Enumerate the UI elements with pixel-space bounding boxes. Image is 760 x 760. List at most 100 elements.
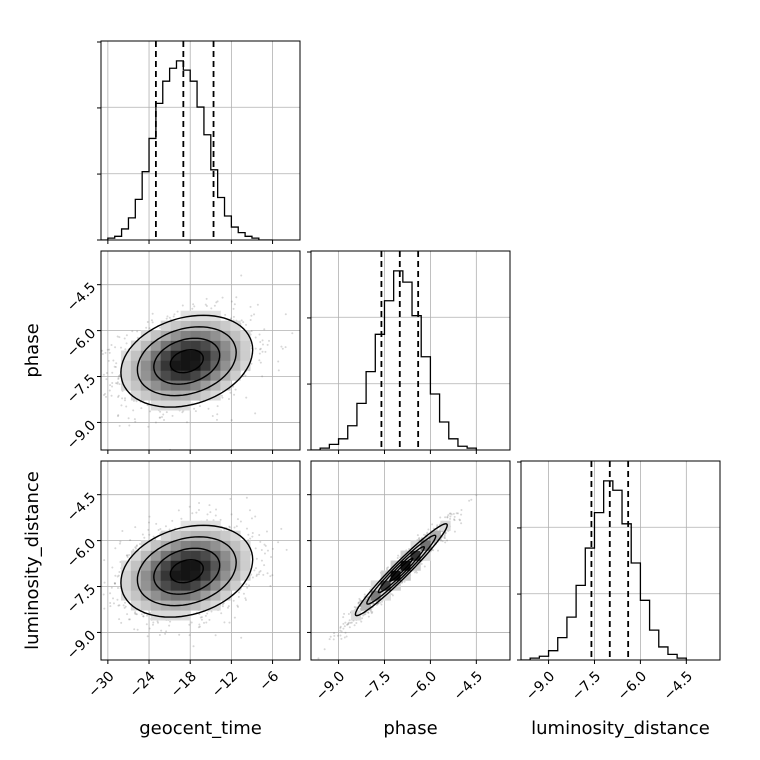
- sample-point: [112, 597, 115, 600]
- sample-point: [364, 613, 367, 616]
- sample-point: [226, 606, 229, 609]
- sample-point: [165, 411, 168, 414]
- panel-frame: [100, 40, 301, 241]
- sample-point: [204, 303, 207, 306]
- sample-point: [249, 319, 252, 322]
- sample-point: [339, 634, 342, 637]
- sample-point: [270, 555, 273, 558]
- sample-point: [258, 333, 261, 336]
- sample-point: [257, 573, 260, 576]
- sample-point: [444, 541, 447, 544]
- sample-point: [379, 601, 382, 604]
- sample-point: [230, 419, 233, 422]
- sample-point: [251, 535, 254, 538]
- sample-point: [188, 634, 191, 637]
- sample-point: [125, 405, 128, 408]
- sample-point: [361, 617, 364, 620]
- sample-point: [230, 300, 233, 303]
- sample-point: [342, 627, 345, 630]
- sample-point: [88, 560, 90, 562]
- sample-point: [362, 614, 365, 617]
- sample-point: [111, 385, 114, 388]
- sample-point: [118, 424, 121, 427]
- sample-point: [98, 564, 100, 566]
- sample-point: [233, 393, 236, 396]
- sample-point: [108, 389, 111, 392]
- panel-frame: [310, 250, 511, 451]
- sample-point: [348, 619, 351, 622]
- sample-point: [261, 339, 264, 342]
- sample-point: [205, 305, 208, 308]
- sample-point: [444, 516, 447, 519]
- sample-point: [135, 545, 138, 548]
- sample-point: [247, 533, 250, 536]
- sample-point: [381, 600, 384, 603]
- sample-point: [148, 327, 151, 330]
- sample-point: [116, 382, 119, 385]
- sample-point: [200, 618, 203, 621]
- sample-point: [133, 628, 136, 631]
- sample-point: [460, 509, 463, 512]
- histogram-line: [101, 60, 273, 240]
- sample-point: [251, 531, 254, 534]
- sample-point: [228, 621, 231, 624]
- sample-point: [155, 522, 158, 525]
- sample-point: [210, 610, 213, 613]
- histogram-panel-luminosity_distance: [517, 460, 721, 661]
- sample-point: [97, 624, 99, 626]
- density-panel-geocent_time-vs-luminosity_distance: [88, 460, 301, 661]
- sample-point: [156, 620, 159, 623]
- histogram-panel-geocent_time: [97, 40, 301, 241]
- sample-point: [192, 303, 195, 306]
- sample-point: [198, 625, 201, 628]
- sample-point: [134, 612, 137, 615]
- sample-point: [446, 539, 449, 542]
- sample-point: [343, 636, 346, 639]
- sample-point: [269, 575, 272, 578]
- sample-point: [168, 316, 171, 319]
- sample-point: [332, 638, 335, 641]
- sample-point: [110, 343, 113, 346]
- sample-point: [131, 330, 134, 333]
- sample-point: [259, 570, 262, 573]
- sample-point: [280, 527, 283, 530]
- histogram-line: [521, 480, 687, 660]
- sample-point: [453, 530, 456, 533]
- sample-point: [150, 319, 153, 322]
- density-panel-geocent_time-vs-phase: [100, 250, 301, 451]
- sample-point: [105, 372, 108, 375]
- sample-point: [258, 534, 261, 537]
- sample-point: [117, 586, 120, 589]
- sample-point: [363, 593, 366, 596]
- sample-point: [176, 310, 179, 313]
- sample-point: [259, 348, 262, 351]
- sample-point: [166, 315, 169, 318]
- sample-point: [125, 342, 128, 345]
- sample-point: [317, 657, 320, 660]
- sample-point: [97, 611, 99, 613]
- sample-point: [262, 573, 265, 576]
- sample-point: [136, 330, 139, 333]
- sample-point: [240, 274, 243, 277]
- sample-point: [148, 533, 151, 536]
- contour-level-3: [120, 524, 254, 618]
- sample-point: [246, 586, 249, 589]
- sample-point: [116, 335, 119, 338]
- sample-point: [390, 593, 393, 596]
- sample-point: [103, 581, 106, 584]
- sample-point: [344, 631, 347, 634]
- sample-point: [213, 304, 216, 307]
- sample-point: [159, 410, 162, 413]
- sample-point: [266, 572, 269, 575]
- sample-point: [121, 529, 124, 532]
- sample-point: [154, 421, 157, 424]
- sample-point: [447, 514, 450, 517]
- sample-point: [108, 351, 111, 354]
- sample-point: [240, 636, 243, 639]
- sample-point: [397, 554, 400, 557]
- contours: [120, 314, 254, 408]
- sample-point: [459, 519, 462, 522]
- sample-point: [263, 328, 266, 331]
- sample-point: [350, 621, 353, 624]
- sample-point: [260, 559, 263, 562]
